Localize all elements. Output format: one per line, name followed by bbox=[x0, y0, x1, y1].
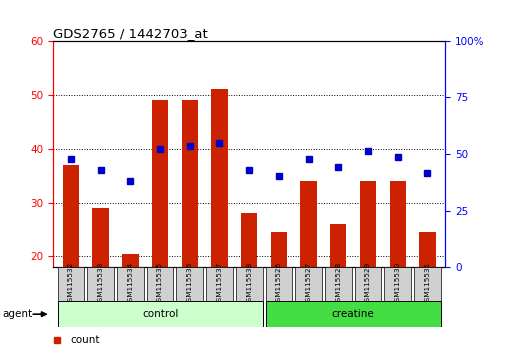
FancyBboxPatch shape bbox=[413, 267, 440, 301]
Text: GSM115538: GSM115538 bbox=[246, 262, 251, 306]
Text: GSM115527: GSM115527 bbox=[305, 262, 311, 306]
FancyBboxPatch shape bbox=[235, 267, 262, 301]
FancyBboxPatch shape bbox=[206, 267, 232, 301]
Bar bbox=[63, 165, 79, 354]
FancyBboxPatch shape bbox=[265, 267, 292, 301]
FancyBboxPatch shape bbox=[384, 267, 410, 301]
Text: GSM115533: GSM115533 bbox=[97, 262, 104, 306]
Bar bbox=[270, 232, 286, 354]
Text: GSM115537: GSM115537 bbox=[216, 262, 222, 306]
FancyBboxPatch shape bbox=[354, 267, 381, 301]
Text: GDS2765 / 1442703_at: GDS2765 / 1442703_at bbox=[53, 27, 208, 40]
Text: GSM115530: GSM115530 bbox=[394, 262, 400, 306]
FancyBboxPatch shape bbox=[295, 267, 321, 301]
Bar bbox=[152, 100, 168, 354]
Bar bbox=[300, 181, 316, 354]
FancyBboxPatch shape bbox=[324, 267, 351, 301]
Text: GSM115536: GSM115536 bbox=[186, 262, 192, 306]
Text: GSM115532: GSM115532 bbox=[68, 262, 74, 306]
Text: GSM115534: GSM115534 bbox=[127, 262, 133, 306]
Bar bbox=[240, 213, 257, 354]
Bar bbox=[92, 208, 109, 354]
Bar bbox=[329, 224, 346, 354]
Text: count: count bbox=[71, 335, 100, 345]
Bar bbox=[359, 181, 375, 354]
Text: GSM115528: GSM115528 bbox=[335, 262, 341, 306]
Text: GSM115531: GSM115531 bbox=[424, 262, 430, 306]
Text: GSM115535: GSM115535 bbox=[157, 262, 163, 306]
FancyBboxPatch shape bbox=[87, 267, 114, 301]
Bar bbox=[122, 254, 138, 354]
FancyBboxPatch shape bbox=[117, 267, 143, 301]
Text: GSM115529: GSM115529 bbox=[364, 262, 370, 306]
FancyBboxPatch shape bbox=[58, 301, 262, 327]
Bar bbox=[181, 100, 197, 354]
Text: creatine: creatine bbox=[331, 309, 374, 319]
Text: GSM115526: GSM115526 bbox=[275, 262, 281, 306]
Bar bbox=[419, 232, 435, 354]
Bar bbox=[211, 89, 227, 354]
FancyBboxPatch shape bbox=[265, 301, 440, 327]
FancyBboxPatch shape bbox=[176, 267, 203, 301]
Text: agent: agent bbox=[3, 309, 33, 319]
Text: control: control bbox=[141, 309, 178, 319]
FancyBboxPatch shape bbox=[58, 267, 84, 301]
FancyBboxPatch shape bbox=[146, 267, 173, 301]
Bar bbox=[389, 181, 405, 354]
